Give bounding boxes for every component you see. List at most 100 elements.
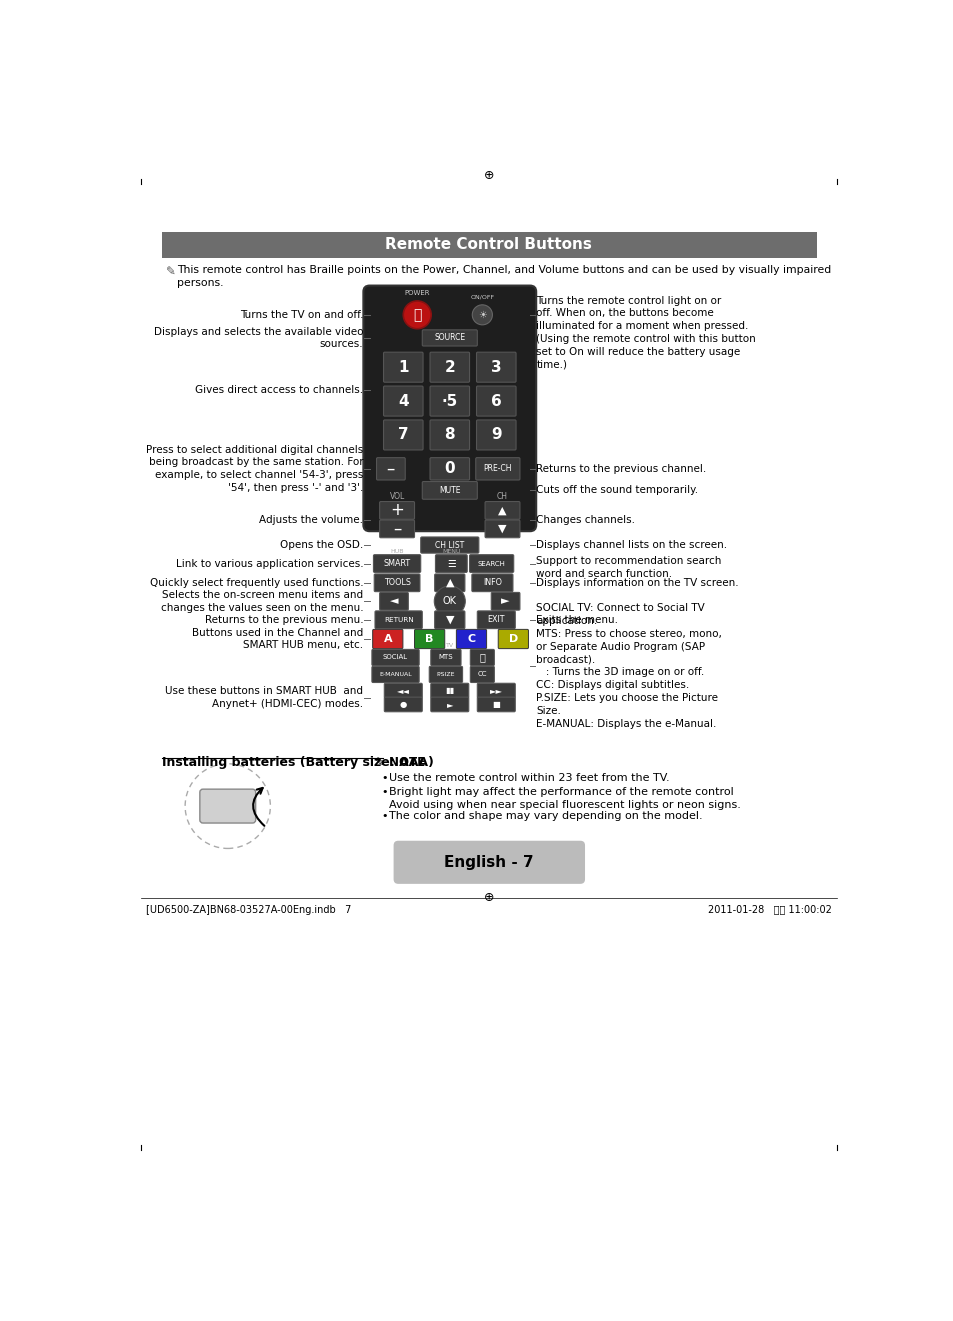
Text: ✎: ✎ — [166, 264, 175, 277]
Text: Returns to the previous channel.: Returns to the previous channel. — [536, 464, 706, 474]
Text: Opens the OSD.: Opens the OSD. — [280, 540, 363, 550]
Text: ✎ NOTE: ✎ NOTE — [375, 756, 425, 769]
Text: ●: ● — [399, 700, 407, 709]
Text: Exits the menu.: Exits the menu. — [536, 614, 618, 625]
Text: CH: CH — [497, 493, 507, 501]
Circle shape — [403, 301, 431, 329]
Text: Returns to the previous menu.: Returns to the previous menu. — [205, 614, 363, 625]
Text: Displays channel lists on the screen.: Displays channel lists on the screen. — [536, 540, 726, 550]
FancyBboxPatch shape — [374, 573, 419, 592]
FancyBboxPatch shape — [375, 610, 422, 629]
Text: ►►: ►► — [489, 686, 502, 695]
FancyBboxPatch shape — [430, 353, 469, 382]
Text: ·5: ·5 — [441, 394, 457, 408]
FancyBboxPatch shape — [456, 629, 486, 649]
FancyBboxPatch shape — [470, 666, 494, 683]
FancyBboxPatch shape — [379, 520, 415, 538]
FancyBboxPatch shape — [497, 629, 528, 649]
Text: This remote control has Braille points on the Power, Channel, and Volume buttons: This remote control has Braille points o… — [176, 264, 830, 288]
Text: –: – — [386, 460, 395, 478]
Text: Bright light may affect the performance of the remote control
Avoid using when n: Bright light may affect the performance … — [389, 787, 740, 810]
Text: ⊕: ⊕ — [483, 169, 494, 181]
Text: Selects the on-screen menu items and
changes the values seen on the menu.: Selects the on-screen menu items and cha… — [161, 590, 363, 613]
FancyBboxPatch shape — [422, 330, 476, 346]
Text: ☰: ☰ — [447, 559, 456, 568]
Text: The color and shape may vary depending on the model.: The color and shape may vary depending o… — [389, 811, 701, 820]
Text: VOL: VOL — [389, 493, 404, 501]
FancyBboxPatch shape — [430, 457, 469, 480]
Text: Link to various application services.: Link to various application services. — [175, 559, 363, 568]
Text: 3: 3 — [491, 359, 501, 375]
Text: ►: ► — [446, 700, 453, 709]
FancyBboxPatch shape — [199, 789, 255, 823]
FancyBboxPatch shape — [383, 353, 422, 382]
Text: S A M S U N G: S A M S U N G — [391, 713, 508, 729]
Text: ▲: ▲ — [445, 577, 454, 588]
FancyBboxPatch shape — [394, 840, 584, 884]
Text: C: C — [467, 634, 475, 645]
FancyBboxPatch shape — [373, 555, 420, 572]
Text: D: D — [508, 634, 517, 645]
Text: SOCIAL: SOCIAL — [382, 654, 408, 660]
FancyBboxPatch shape — [430, 420, 469, 450]
Text: Press to select additional digital channels
being broadcast by the same station.: Press to select additional digital chann… — [146, 445, 363, 493]
Text: Buttons used in the Channel and
SMART HUB menu, etc.: Buttons used in the Channel and SMART HU… — [192, 627, 363, 650]
FancyBboxPatch shape — [476, 353, 516, 382]
FancyBboxPatch shape — [476, 457, 519, 480]
FancyBboxPatch shape — [420, 536, 478, 553]
Text: Adjusts the volume.: Adjusts the volume. — [259, 515, 363, 524]
FancyBboxPatch shape — [384, 697, 422, 712]
Text: ►: ► — [501, 596, 509, 606]
FancyBboxPatch shape — [472, 573, 513, 592]
Text: Turns the TV on and off.: Turns the TV on and off. — [239, 310, 363, 320]
Text: 4: 4 — [397, 394, 408, 408]
Circle shape — [472, 305, 492, 325]
Text: Cuts off the sound temporarily.: Cuts off the sound temporarily. — [536, 485, 698, 495]
Text: ■: ■ — [492, 700, 499, 709]
Text: SOCIAL TV: Connect to Social TV
application.
MTS: Press to choose stereo, mono,
: SOCIAL TV: Connect to Social TV applicat… — [536, 604, 721, 729]
FancyBboxPatch shape — [372, 666, 418, 683]
Text: ☀: ☀ — [477, 310, 486, 320]
Text: RETURN: RETURN — [383, 617, 413, 622]
FancyBboxPatch shape — [415, 629, 444, 649]
FancyBboxPatch shape — [435, 555, 467, 572]
FancyBboxPatch shape — [363, 285, 536, 531]
Text: EXIT: EXIT — [487, 616, 504, 625]
FancyBboxPatch shape — [384, 683, 422, 697]
Text: P.SIZE: P.SIZE — [436, 672, 455, 676]
FancyBboxPatch shape — [431, 697, 468, 712]
FancyBboxPatch shape — [379, 502, 415, 519]
Text: OK: OK — [442, 596, 456, 606]
FancyBboxPatch shape — [476, 420, 516, 450]
Text: Support to recommendation search
word and search function.: Support to recommendation search word an… — [536, 556, 720, 579]
Text: ◄: ◄ — [390, 596, 397, 606]
Text: Quickly select frequently used functions.: Quickly select frequently used functions… — [150, 577, 363, 588]
Text: ◄◄: ◄◄ — [396, 686, 410, 695]
Text: TOOLS: TOOLS — [383, 579, 410, 588]
Text: •: • — [381, 811, 387, 820]
Text: English - 7: English - 7 — [444, 855, 534, 869]
FancyBboxPatch shape — [373, 629, 402, 649]
Text: ▮▮: ▮▮ — [445, 686, 454, 695]
Text: 2: 2 — [444, 359, 455, 375]
Text: 6: 6 — [491, 394, 501, 408]
Text: •: • — [381, 773, 387, 783]
FancyBboxPatch shape — [429, 666, 462, 683]
Text: Use the remote control within 23 feet from the TV.: Use the remote control within 23 feet fr… — [389, 773, 669, 783]
Text: Turns the remote control light on or
off. When on, the buttons become
illuminate: Turns the remote control light on or off… — [536, 296, 755, 370]
FancyBboxPatch shape — [379, 592, 408, 610]
Text: Gives direct access to channels.: Gives direct access to channels. — [195, 386, 363, 395]
FancyBboxPatch shape — [430, 386, 469, 416]
Text: ⏻: ⏻ — [413, 308, 421, 322]
FancyBboxPatch shape — [469, 555, 513, 572]
Text: •: • — [381, 787, 387, 797]
FancyBboxPatch shape — [476, 697, 515, 712]
FancyBboxPatch shape — [431, 683, 468, 697]
Text: ⊕: ⊕ — [483, 890, 494, 904]
Text: Use these buttons in SMART HUB  and
Anynet+ (HDMI-CEC) modes.: Use these buttons in SMART HUB and Anyne… — [165, 686, 363, 709]
Text: [UD6500-ZA]BN68-03527A-00Eng.indb   7: [UD6500-ZA]BN68-03527A-00Eng.indb 7 — [146, 905, 352, 914]
Text: Remote Control Buttons: Remote Control Buttons — [385, 238, 592, 252]
Text: A: A — [383, 634, 392, 645]
Text: –: – — [393, 520, 401, 538]
FancyBboxPatch shape — [376, 457, 405, 480]
